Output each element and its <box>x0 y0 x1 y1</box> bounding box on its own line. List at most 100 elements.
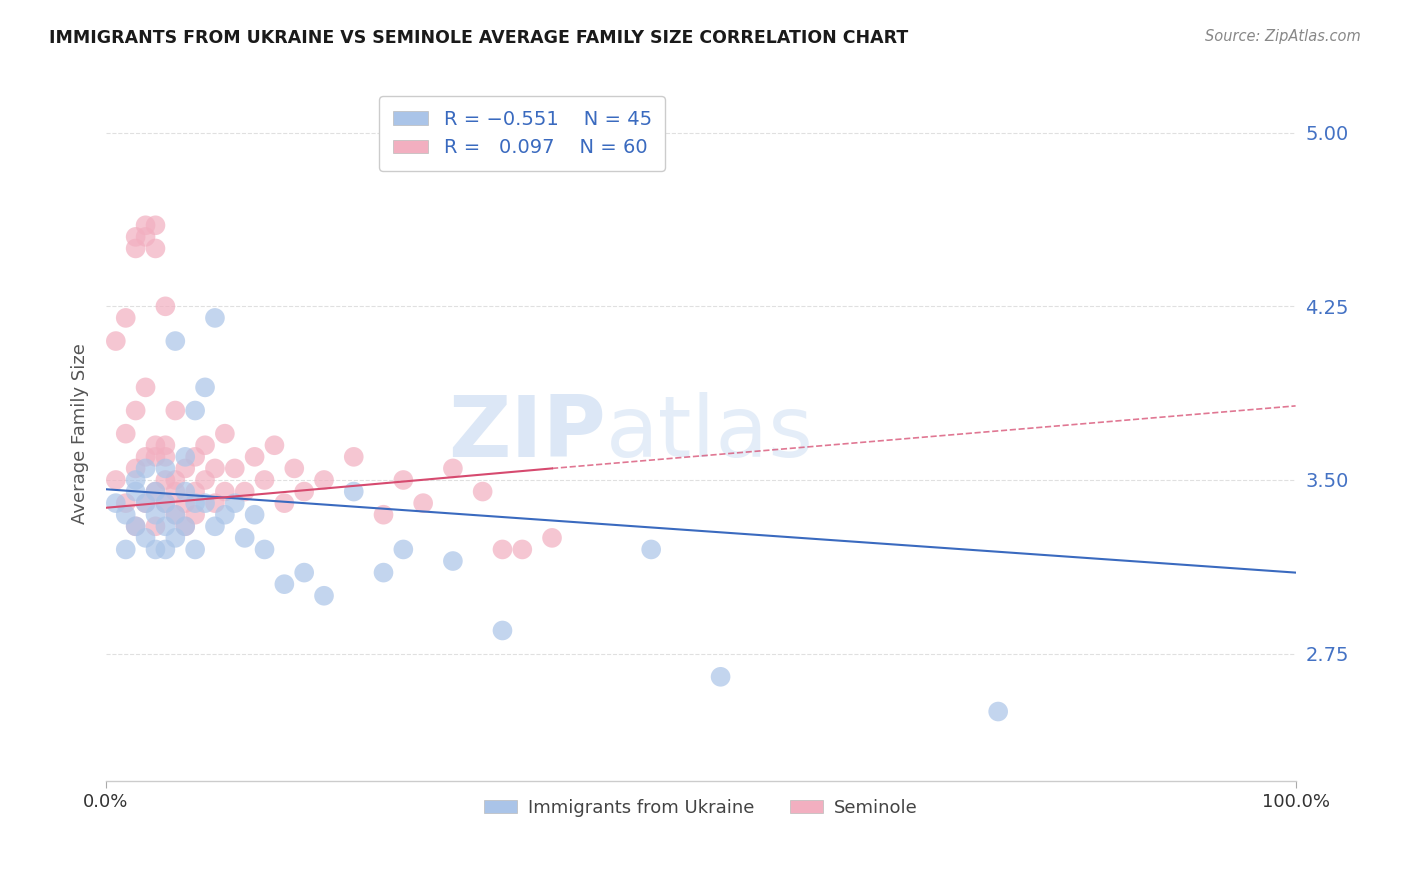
Point <box>114 496 136 510</box>
Point <box>155 438 177 452</box>
Point <box>194 438 217 452</box>
Point <box>471 484 494 499</box>
Point <box>135 230 157 244</box>
Point <box>135 496 157 510</box>
Point <box>124 473 146 487</box>
Point <box>155 473 177 487</box>
Point <box>124 519 146 533</box>
Point <box>124 403 146 417</box>
Point <box>155 542 177 557</box>
Point <box>135 219 157 233</box>
Point <box>155 461 177 475</box>
Point <box>135 450 157 464</box>
Point <box>510 542 533 557</box>
Point <box>114 542 136 557</box>
Text: ZIP: ZIP <box>449 392 606 475</box>
Point <box>104 473 127 487</box>
Point <box>184 508 207 522</box>
Point <box>214 426 236 441</box>
Point <box>124 461 146 475</box>
Point <box>710 670 733 684</box>
Point <box>174 496 197 510</box>
Point <box>165 473 187 487</box>
Point <box>135 380 157 394</box>
Point <box>124 242 146 256</box>
Point <box>145 542 167 557</box>
Point <box>312 589 335 603</box>
Point <box>243 508 266 522</box>
Point <box>145 242 167 256</box>
Point <box>283 461 305 475</box>
Point <box>184 450 207 464</box>
Point <box>184 496 207 510</box>
Point <box>114 426 136 441</box>
Point <box>412 496 434 510</box>
Point <box>243 450 266 464</box>
Point <box>343 450 366 464</box>
Point <box>194 473 217 487</box>
Point <box>135 531 157 545</box>
Point <box>155 496 177 510</box>
Point <box>145 519 167 533</box>
Text: Source: ZipAtlas.com: Source: ZipAtlas.com <box>1205 29 1361 44</box>
Point <box>292 566 315 580</box>
Point <box>273 577 295 591</box>
Point <box>253 473 276 487</box>
Point <box>184 403 207 417</box>
Point <box>135 461 157 475</box>
Point <box>373 566 395 580</box>
Point <box>155 496 177 510</box>
Point <box>145 484 167 499</box>
Point <box>165 508 187 522</box>
Point <box>233 484 256 499</box>
Point <box>174 484 197 499</box>
Point <box>204 496 226 510</box>
Point <box>373 508 395 522</box>
Point <box>263 438 285 452</box>
Point <box>194 380 217 394</box>
Point <box>987 705 1010 719</box>
Point <box>204 461 226 475</box>
Point <box>145 438 167 452</box>
Point <box>114 310 136 325</box>
Point <box>204 519 226 533</box>
Point <box>114 508 136 522</box>
Point <box>392 542 415 557</box>
Point <box>124 230 146 244</box>
Point <box>214 484 236 499</box>
Point <box>441 554 464 568</box>
Point <box>214 508 236 522</box>
Point <box>491 542 513 557</box>
Point <box>165 403 187 417</box>
Point <box>104 496 127 510</box>
Point <box>124 519 146 533</box>
Point <box>343 484 366 499</box>
Point <box>184 542 207 557</box>
Point <box>104 334 127 348</box>
Point <box>165 484 187 499</box>
Point <box>174 461 197 475</box>
Point <box>194 496 217 510</box>
Point <box>312 473 335 487</box>
Point <box>273 496 295 510</box>
Point <box>174 519 197 533</box>
Legend: Immigrants from Ukraine, Seminole: Immigrants from Ukraine, Seminole <box>477 791 924 824</box>
Point <box>124 484 146 499</box>
Point <box>224 461 246 475</box>
Y-axis label: Average Family Size: Average Family Size <box>72 343 89 524</box>
Point <box>174 450 197 464</box>
Point <box>145 484 167 499</box>
Point <box>155 299 177 313</box>
Point <box>491 624 513 638</box>
Point <box>224 496 246 510</box>
Point <box>292 484 315 499</box>
Point <box>155 450 177 464</box>
Point <box>165 531 187 545</box>
Point <box>145 508 167 522</box>
Point <box>165 508 187 522</box>
Point <box>145 219 167 233</box>
Point <box>640 542 662 557</box>
Point <box>184 484 207 499</box>
Point <box>441 461 464 475</box>
Point <box>155 519 177 533</box>
